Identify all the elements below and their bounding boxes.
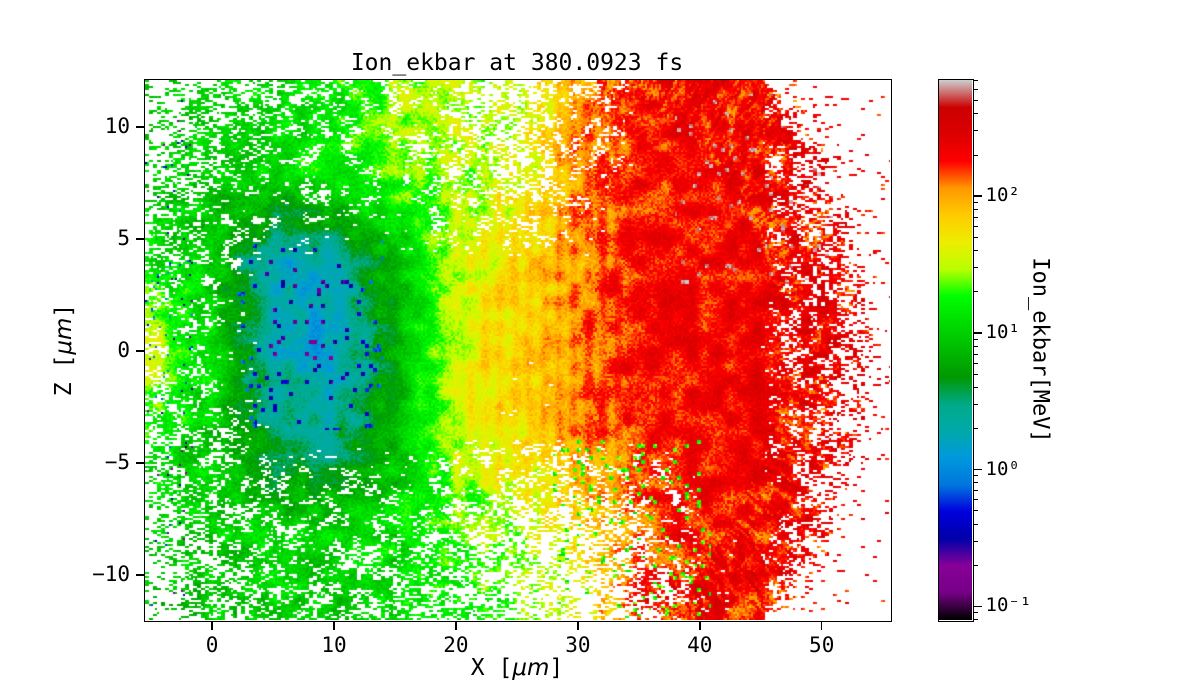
- y-tick-label: 0: [117, 338, 130, 363]
- colorbar-tick: [973, 332, 982, 334]
- colorbar-minor-tick: [973, 100, 978, 102]
- y-tick: [135, 126, 144, 128]
- colorbar-canvas: [938, 79, 972, 620]
- x-tick: [699, 621, 701, 630]
- x-tick-label: 20: [443, 633, 469, 657]
- colorbar-minor-tick: [973, 386, 978, 388]
- colorbar-minor-tick: [973, 427, 978, 429]
- colorbar-minor-tick: [973, 226, 978, 228]
- x-axis-label: X [μm]: [471, 655, 563, 681]
- y-axis-label-post: ]: [51, 303, 77, 318]
- colorbar-minor-tick: [973, 403, 978, 405]
- colorbar-minor-tick: [973, 540, 978, 542]
- y-tick-label: −10: [92, 562, 130, 587]
- colorbar-minor-tick: [973, 267, 978, 269]
- colorbar-minor-tick: [973, 201, 978, 203]
- colorbar-tick-label: 10²: [985, 184, 1020, 207]
- colorbar-minor-tick: [973, 216, 978, 218]
- colorbar-minor-tick: [973, 490, 978, 492]
- y-axis-label-pre: Z [: [51, 354, 77, 397]
- colorbar-tick-label: 10⁰: [985, 457, 1020, 480]
- y-tick-label: −5: [104, 450, 130, 475]
- colorbar-tick-label: 10⁻¹: [985, 594, 1032, 617]
- x-tick: [211, 621, 213, 630]
- y-axis-label: Z [μm]: [51, 304, 77, 396]
- colorbar-minor-tick: [973, 373, 978, 375]
- plot-title: Ion_ekbar at 380.0923 fs: [350, 50, 684, 76]
- colorbar-tick: [973, 468, 982, 471]
- colorbar-minor-tick: [973, 475, 978, 477]
- x-axis-label-unit: μm: [512, 655, 550, 681]
- x-tick: [333, 621, 335, 630]
- colorbar-minor-tick: [973, 523, 978, 525]
- colorbar-minor-tick: [973, 353, 978, 355]
- colorbar-tick: [973, 605, 982, 608]
- x-tick: [820, 621, 823, 630]
- colorbar-tick-label: 10¹: [985, 320, 1020, 343]
- colorbar-minor-tick: [973, 612, 978, 614]
- colorbar-minor-tick: [973, 619, 978, 621]
- colorbar-minor-tick: [973, 345, 978, 347]
- x-tick-label: 10: [321, 633, 347, 657]
- colorbar-minor-tick: [973, 564, 978, 566]
- x-tick: [577, 621, 579, 630]
- x-tick-label: 40: [687, 633, 713, 657]
- y-tick: [135, 238, 144, 240]
- colorbar-minor-tick: [973, 236, 978, 238]
- y-tick-label: 5: [117, 226, 130, 251]
- colorbar: [937, 78, 974, 622]
- colorbar-minor-tick: [973, 362, 978, 364]
- colorbar-minor-tick: [973, 154, 978, 156]
- y-axis-label-unit: μm: [51, 317, 77, 355]
- y-tick: [135, 462, 144, 464]
- colorbar-minor-tick: [973, 338, 978, 340]
- colorbar-minor-tick: [973, 510, 978, 512]
- colorbar-minor-tick: [973, 113, 978, 115]
- colorbar-tick: [973, 195, 982, 197]
- colorbar-minor-tick: [973, 482, 978, 484]
- y-tick: [135, 574, 144, 576]
- x-tick-label: 0: [205, 633, 219, 657]
- x-tick-label: 50: [809, 633, 835, 657]
- heatmap-canvas: [144, 79, 890, 620]
- plot-area: [143, 78, 892, 622]
- colorbar-minor-tick: [973, 499, 978, 501]
- colorbar-minor-tick: [973, 291, 978, 293]
- colorbar-minor-tick: [973, 89, 978, 91]
- colorbar-minor-tick: [973, 80, 978, 82]
- x-axis-label-post: ]: [549, 655, 564, 681]
- colorbar-label: Ion_ekbar[MeV]: [1027, 257, 1053, 443]
- colorbar-minor-tick: [973, 250, 978, 252]
- colorbar-minor-tick: [973, 130, 978, 132]
- x-tick-label: 30: [565, 633, 591, 657]
- x-tick: [455, 621, 457, 630]
- x-axis-label-pre: X [: [470, 655, 513, 681]
- y-tick: [135, 350, 144, 352]
- y-tick-label: 10: [104, 114, 130, 139]
- colorbar-minor-tick: [973, 208, 978, 210]
